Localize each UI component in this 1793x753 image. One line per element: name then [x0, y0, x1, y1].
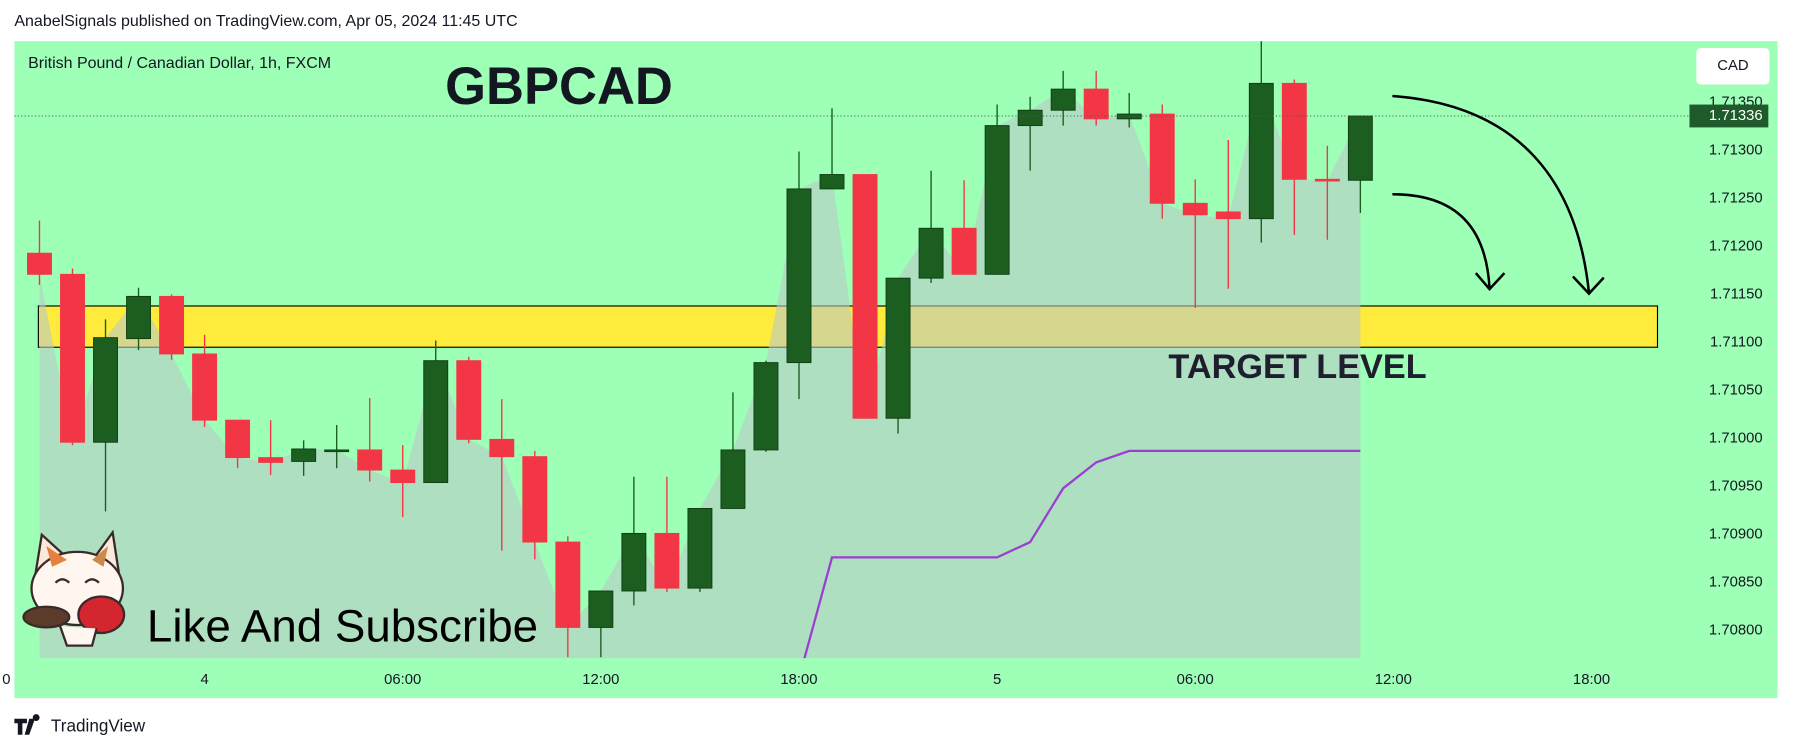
- publisher-line: AnabelSignals published on TradingView.c…: [14, 13, 517, 30]
- y-tick-label: 1.71100: [1710, 334, 1763, 350]
- candle-body: [357, 449, 383, 471]
- candle-body: [423, 360, 449, 484]
- candle-body: [456, 360, 482, 440]
- brand: TradingView: [14, 714, 146, 735]
- x-tick-label: 5: [993, 672, 1001, 688]
- y-tick-label: 1.71050: [1709, 382, 1763, 398]
- cat-bottle: [22, 605, 71, 629]
- y-tick-label: 1.70850: [1709, 574, 1763, 590]
- candle-body: [621, 532, 647, 592]
- y-tick-label: 1.70900: [1709, 526, 1763, 542]
- chart-title: GBPCAD: [445, 57, 673, 116]
- zone-label: TARGET LEVEL: [1168, 348, 1426, 386]
- indicator-line: [803, 449, 1361, 659]
- x-tick-label: 18:00: [1573, 672, 1610, 688]
- chart-subtitle: British Pound / Canadian Dollar, 1h, FXC…: [28, 55, 331, 72]
- x-tick-label: 4: [200, 672, 208, 688]
- candle-body: [1017, 109, 1043, 127]
- cat-patch: [92, 546, 109, 567]
- candle-body: [489, 438, 515, 458]
- candle-body: [291, 448, 317, 462]
- last-price-label: 1.71336: [1709, 108, 1763, 124]
- y-tick-label: 1.71200: [1709, 238, 1763, 254]
- last-price-tag: [1689, 104, 1769, 128]
- y-tick-label: 1.70950: [1709, 478, 1763, 494]
- candle-body: [126, 295, 151, 340]
- x-tick-label: 06:00: [384, 672, 421, 688]
- candle-body: [27, 252, 52, 275]
- y-tick-label: 1.71000: [1709, 430, 1763, 446]
- candle-body: [753, 362, 779, 451]
- arrow: [1392, 94, 1591, 293]
- candle-body: [555, 541, 581, 628]
- arrow-head: [1572, 275, 1605, 296]
- candle-body: [324, 449, 350, 453]
- cat-body: [59, 625, 98, 647]
- candle-body: [258, 457, 284, 463]
- y-tick-label: 1.71300: [1709, 142, 1763, 158]
- y-tick-label: 1.71250: [1709, 190, 1763, 206]
- y-tick-label: 1.71150: [1710, 286, 1763, 302]
- front-layer: 0 4 06:00 12:00 18:00 5 06:00 12:00 18:00 1.70800…: [2, 94, 1769, 688]
- candle-body: [93, 337, 118, 443]
- candle-body: [60, 273, 85, 443]
- currency-button[interactable]: CAD: [1696, 47, 1770, 85]
- brand-logo: [14, 714, 40, 735]
- candle-body: [522, 456, 548, 543]
- candle-body: [1281, 82, 1307, 180]
- candle-body: [984, 125, 1010, 275]
- candle-body: [852, 174, 878, 419]
- y-tick-label: 1.70800: [1709, 622, 1763, 638]
- candle-body: [1149, 113, 1175, 204]
- arrow-head: [1474, 272, 1506, 291]
- x-tick-label: 06:00: [1177, 672, 1214, 688]
- arrow: [1392, 192, 1491, 289]
- candle-body: [918, 227, 944, 279]
- candle-body: [885, 277, 911, 419]
- currency-button-box[interactable]: [1696, 47, 1770, 85]
- candle-body: [819, 174, 845, 190]
- x-tick-label: 18:00: [780, 672, 817, 688]
- candle-body: [1116, 113, 1142, 120]
- candle-body: [687, 508, 713, 589]
- candle-body: [390, 469, 416, 484]
- candle-body: [1182, 202, 1208, 216]
- x-tick-label: 12:00: [582, 672, 619, 688]
- cat-patch: [46, 546, 67, 567]
- candle-body: [1215, 211, 1241, 220]
- candle-body: [1347, 115, 1373, 181]
- candle-body: [159, 295, 185, 355]
- candle-body: [1248, 82, 1274, 220]
- candle-body: [720, 449, 746, 509]
- arrows: [1392, 94, 1605, 296]
- candle-body: [1050, 88, 1076, 111]
- candle-body: [654, 532, 680, 589]
- brand-name: TradingView: [51, 715, 146, 735]
- x-tick-label: 0: [2, 672, 10, 688]
- cat-cup: [77, 595, 126, 635]
- cat-sticker: [22, 529, 126, 647]
- candle-body: [786, 188, 812, 364]
- close-area: [39, 83, 1361, 659]
- candle-body: [1314, 178, 1340, 182]
- candle-body: [1083, 88, 1109, 120]
- subscribe-text: Like And Subscribe: [147, 601, 538, 652]
- candle-body: [951, 227, 977, 275]
- candle-body: [192, 353, 218, 421]
- candle-body: [225, 419, 251, 459]
- candle-body: [588, 590, 614, 628]
- plot-layer: [27, 41, 1373, 659]
- x-tick-label: 12:00: [1375, 672, 1412, 688]
- currency-label[interactable]: CAD: [1717, 58, 1749, 74]
- cat-eyes: [54, 578, 100, 584]
